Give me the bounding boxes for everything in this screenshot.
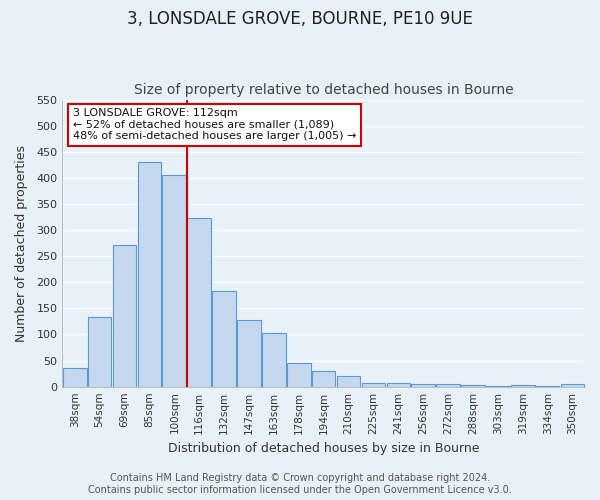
Bar [312, 371, 335, 386]
Bar [287, 363, 311, 386]
Text: 3 LONSDALE GROVE: 112sqm
← 52% of detached houses are smaller (1,089)
48% of sem: 3 LONSDALE GROVE: 112sqm ← 52% of detach… [73, 108, 356, 142]
Bar [63, 368, 86, 386]
Bar [461, 384, 485, 386]
Bar [337, 376, 361, 386]
Bar [163, 176, 186, 386]
Text: Contains HM Land Registry data © Crown copyright and database right 2024.
Contai: Contains HM Land Registry data © Crown c… [88, 474, 512, 495]
Bar [561, 384, 584, 386]
Title: Size of property relative to detached houses in Bourne: Size of property relative to detached ho… [134, 83, 514, 97]
Text: 3, LONSDALE GROVE, BOURNE, PE10 9UE: 3, LONSDALE GROVE, BOURNE, PE10 9UE [127, 10, 473, 28]
Bar [137, 162, 161, 386]
Bar [412, 384, 435, 386]
Bar [237, 320, 261, 386]
Bar [362, 382, 385, 386]
Bar [511, 385, 535, 386]
Bar [436, 384, 460, 386]
Bar [212, 291, 236, 386]
Bar [187, 218, 211, 386]
Bar [113, 244, 136, 386]
X-axis label: Distribution of detached houses by size in Bourne: Distribution of detached houses by size … [168, 442, 479, 455]
Y-axis label: Number of detached properties: Number of detached properties [15, 144, 28, 342]
Bar [262, 333, 286, 386]
Bar [386, 382, 410, 386]
Bar [88, 317, 112, 386]
